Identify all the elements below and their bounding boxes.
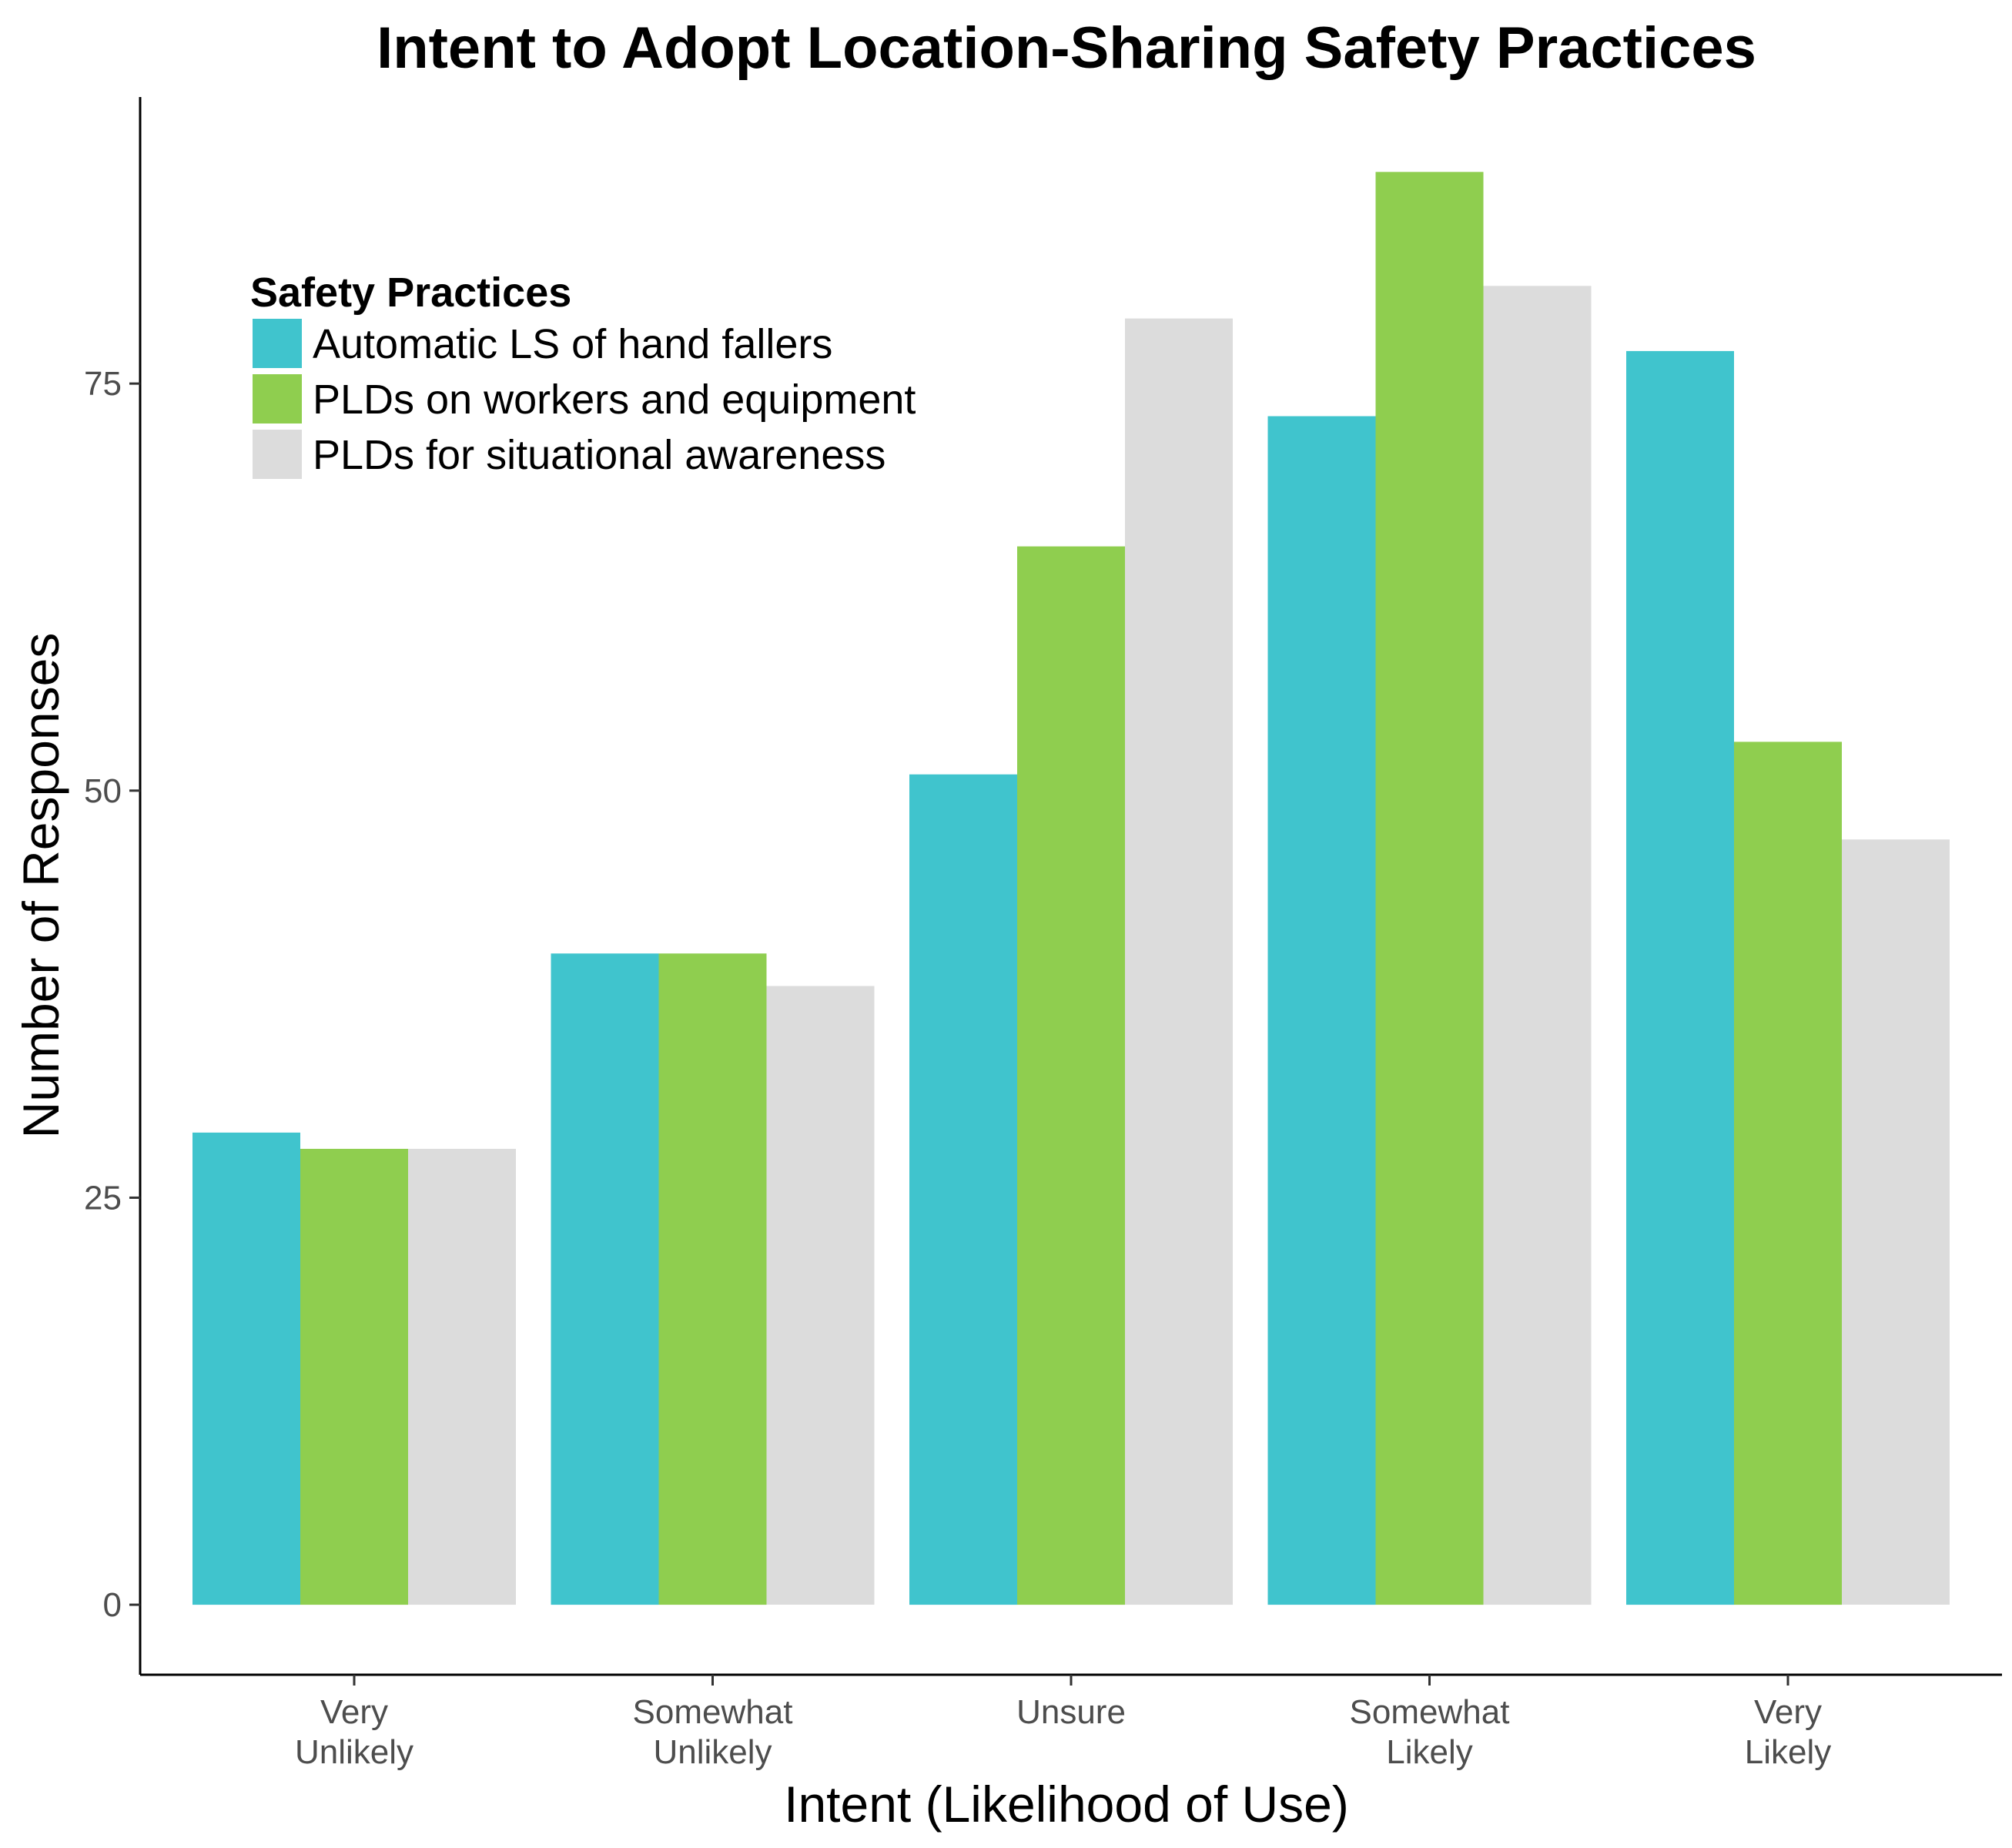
- y-tick-label: 25: [84, 1179, 122, 1217]
- bar: [1267, 416, 1376, 1605]
- legend-swatch: [253, 374, 302, 424]
- y-tick-label: 0: [103, 1586, 122, 1624]
- legend-label: Automatic LS of hand fallers: [313, 321, 832, 367]
- bar: [551, 953, 659, 1605]
- bar: [408, 1149, 516, 1605]
- x-axis-ticks: Very Unlikely Somewhat Unlikely Unsure Somewh…: [295, 1675, 1831, 1771]
- x-tick-label: Unsure: [1016, 1693, 1126, 1731]
- legend-swatch: [253, 430, 302, 479]
- legend-swatch: [253, 319, 302, 368]
- chart-title: Intent to Adopt Location-Sharing Safety …: [377, 15, 1756, 81]
- x-axis-title: Intent (Likelihood of Use): [784, 1776, 1349, 1833]
- bar: [1017, 546, 1125, 1605]
- legend-title: Safety Practices: [250, 270, 571, 316]
- y-tick-label: 75: [84, 365, 122, 403]
- bar: [909, 774, 1017, 1605]
- legend: Safety Practices Automatic LS of hand fa…: [250, 270, 916, 479]
- x-tick-label: Very Likely: [1745, 1693, 1832, 1771]
- bar: [1626, 350, 1734, 1605]
- x-tick-label: Very Unlikely: [295, 1693, 413, 1771]
- bar: [192, 1132, 300, 1605]
- bar: [1483, 286, 1592, 1605]
- bars-layer: [192, 172, 1950, 1605]
- y-tick-label: 50: [84, 772, 122, 810]
- bar: [1375, 172, 1484, 1605]
- x-tick-label: Somewhat Unlikely: [633, 1693, 793, 1771]
- bar: [1125, 318, 1233, 1605]
- bar: [300, 1149, 408, 1605]
- bar: [658, 953, 767, 1605]
- y-axis-title: Number of Responses: [12, 633, 69, 1139]
- bar: [1734, 742, 1842, 1605]
- bar: [766, 986, 875, 1605]
- legend-label: PLDs for situational awareness: [313, 432, 885, 478]
- bar: [1842, 839, 1950, 1605]
- x-tick-label: Somewhat Likely: [1350, 1693, 1510, 1771]
- y-axis-ticks: 0 25 50 75: [84, 365, 140, 1624]
- legend-label: PLDs on workers and equipment: [313, 377, 916, 423]
